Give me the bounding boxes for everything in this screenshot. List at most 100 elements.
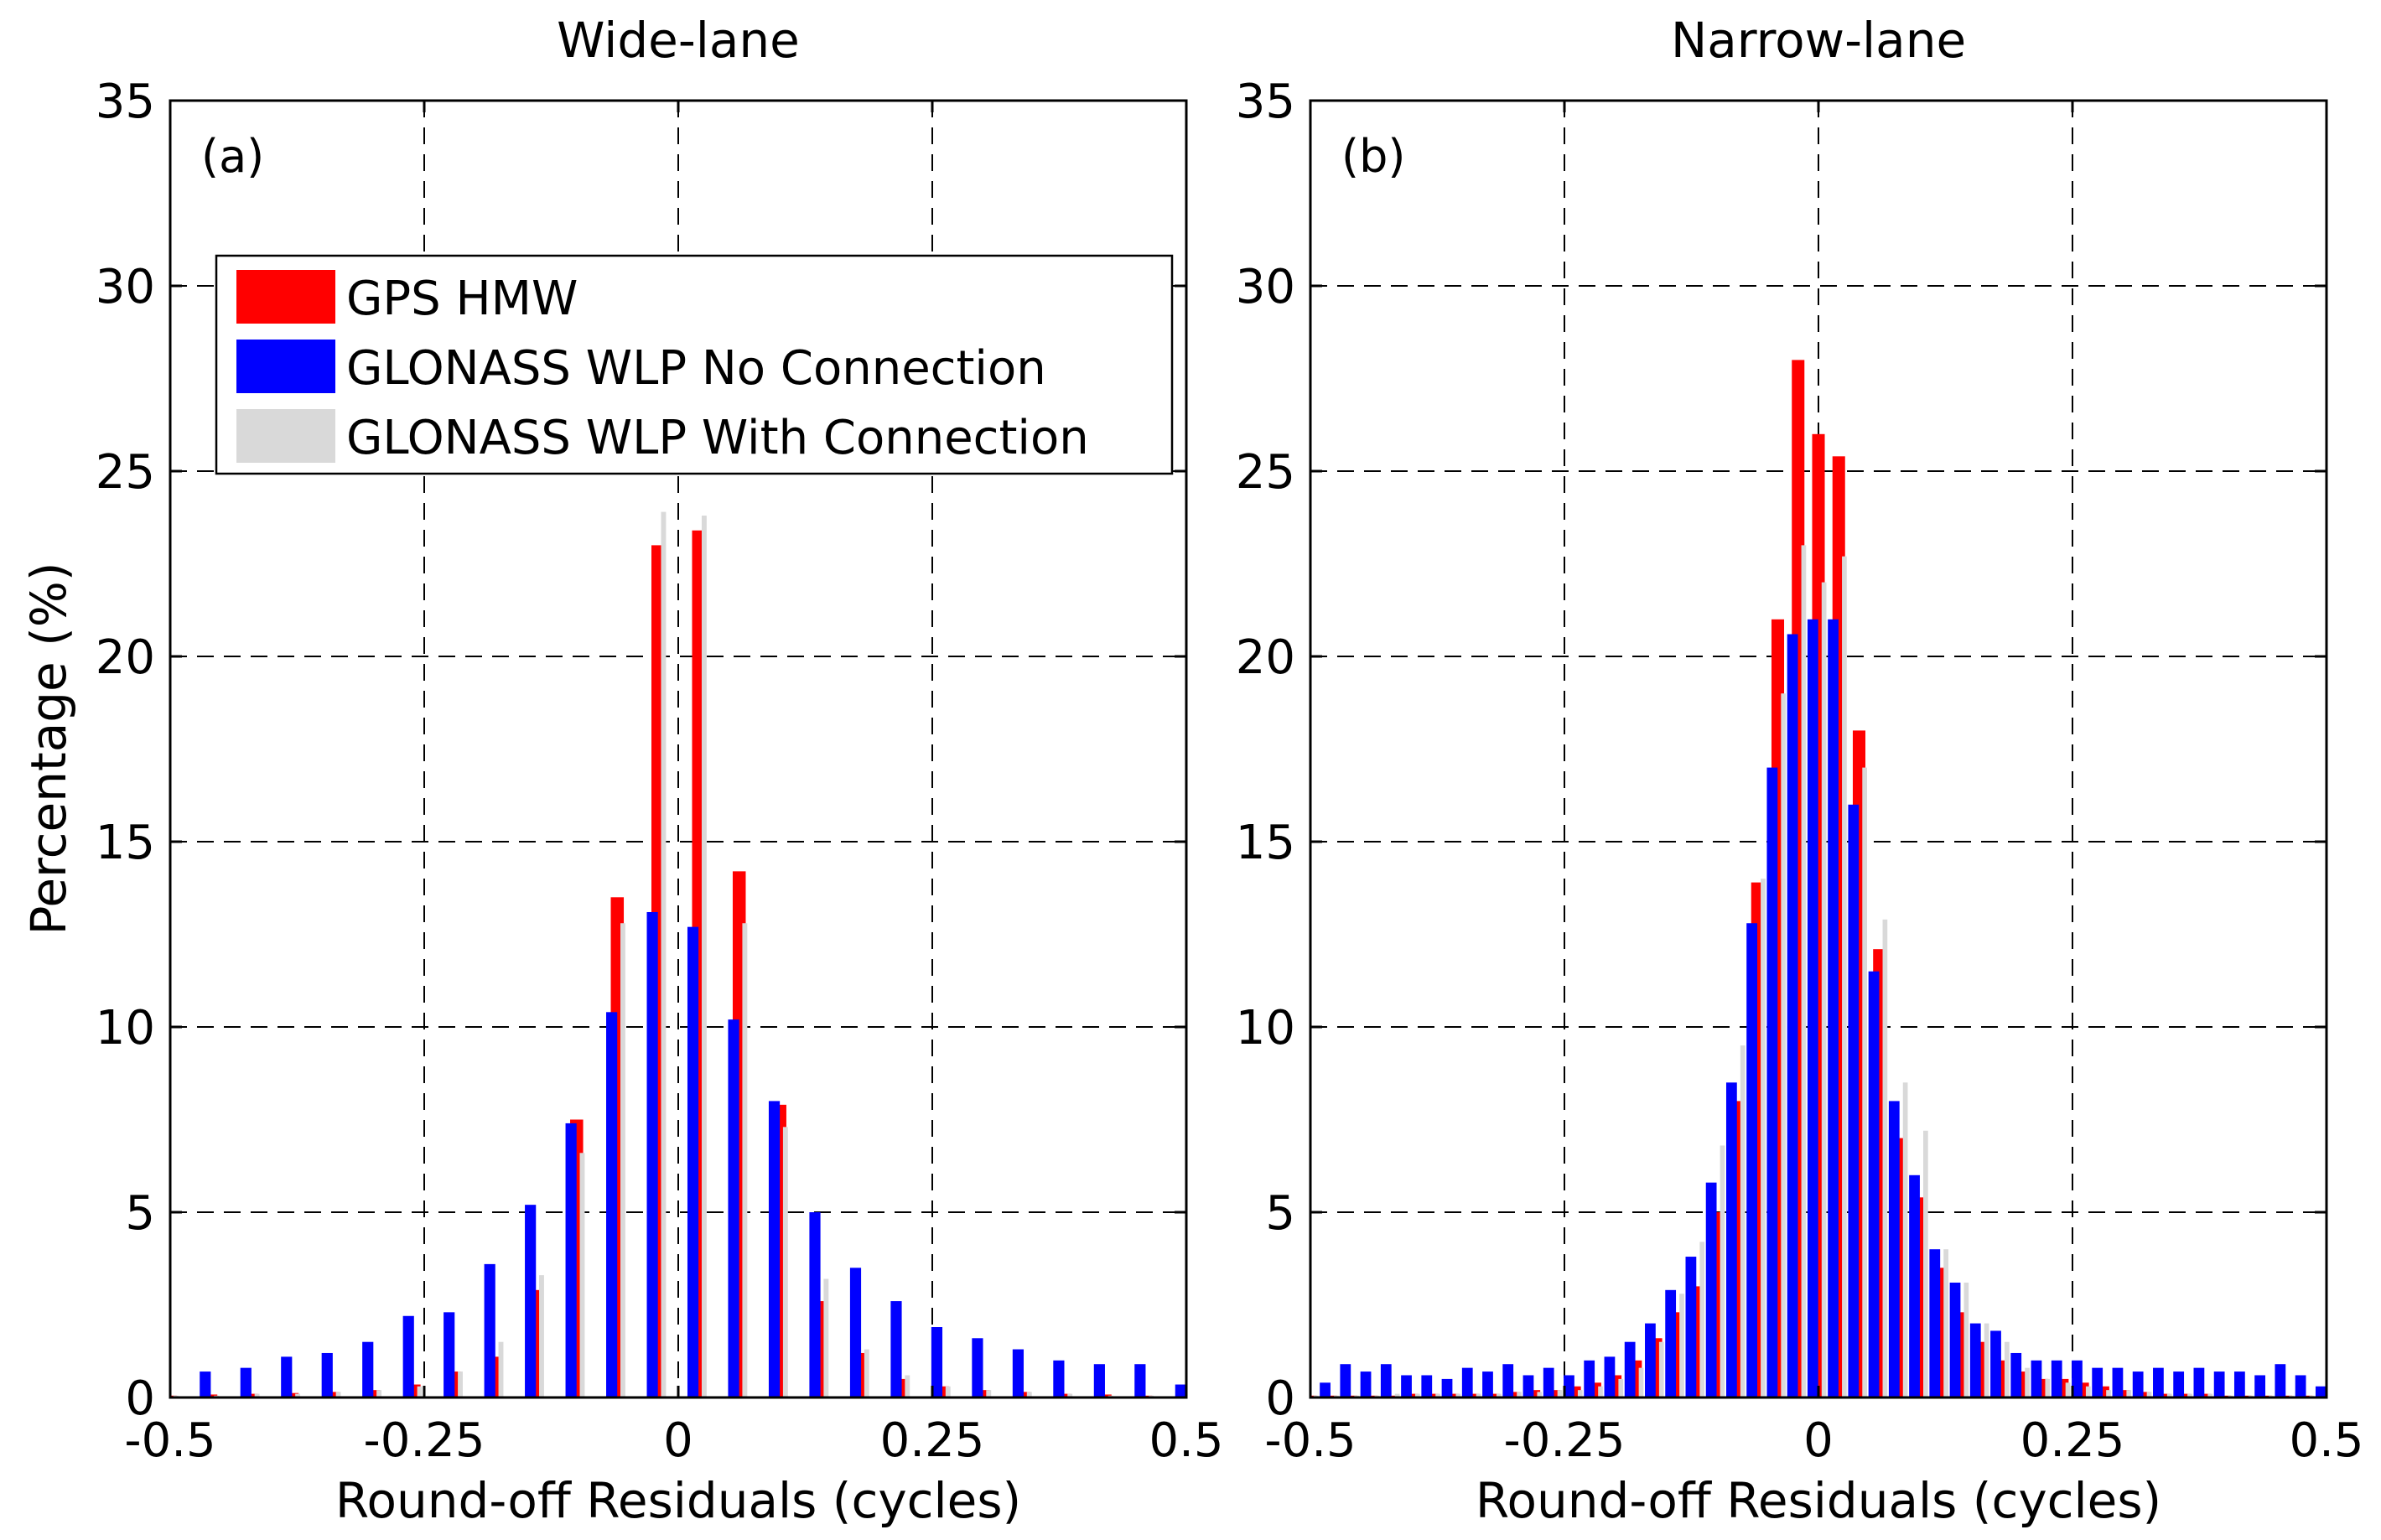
- legend-swatch-glonass-no-connection: [236, 340, 335, 393]
- bar: [1517, 1392, 1522, 1397]
- bar: [2085, 1386, 2091, 1397]
- y-axis-label: Percentage (%): [20, 562, 77, 935]
- bar: [498, 1341, 504, 1397]
- bar: [326, 1392, 340, 1397]
- bars-wide-lane: [170, 511, 1186, 1397]
- bar: [2157, 1393, 2171, 1397]
- x-tick-label: -0.5: [1264, 1413, 1356, 1468]
- panel-narrow-lane: 0 5 10 15 20 25 30 35 -0.5 -0.25 0 0.25 0.5 Narrow-…: [1236, 12, 2364, 1529]
- bar: [1848, 804, 1860, 1397]
- bar: [1548, 1390, 1561, 1397]
- x-tick-label: -0.25: [364, 1413, 485, 1468]
- bar: [1949, 1282, 1961, 1397]
- bar: [1415, 1393, 1420, 1397]
- bar: [2233, 1371, 2245, 1397]
- legend: GPS HMW GLONASS WLP No Connection GLONAS…: [215, 254, 1174, 475]
- bar: [458, 1371, 463, 1397]
- bar: [1577, 1390, 1583, 1397]
- bar: [1624, 1341, 1636, 1397]
- bar: [1543, 1367, 1554, 1397]
- x-tick-label: 0.5: [1149, 1413, 1223, 1468]
- bar: [1705, 1182, 1717, 1397]
- bar: [1969, 1323, 1981, 1397]
- bar: [1461, 1367, 1473, 1397]
- panel-wide-lane: 0 5 10 15 20 25 30 35 -0.5 -0.25 0 0.25 0.5 Wide-la…: [96, 12, 1224, 1529]
- bar: [1645, 1323, 1656, 1397]
- bar: [1923, 1130, 1928, 1397]
- bar: [1618, 1378, 1624, 1397]
- bar: [1888, 1101, 1900, 1397]
- bar: [1781, 693, 1787, 1397]
- bar: [2132, 1371, 2144, 1397]
- x-tick-label: 0.25: [880, 1413, 985, 1468]
- bar: [2177, 1393, 2191, 1397]
- y-tick-labels: 0 5 10 15 20 25 30 35: [96, 75, 155, 1426]
- bar: [2295, 1375, 2306, 1397]
- bar: [1175, 1384, 1186, 1397]
- bar: [1067, 1393, 1073, 1397]
- bar: [742, 923, 748, 1397]
- bar: [768, 1101, 781, 1397]
- y-tick-label: 35: [1236, 75, 1295, 129]
- bar: [2025, 1367, 2030, 1397]
- bar: [1360, 1371, 1372, 1397]
- bar: [646, 911, 658, 1397]
- legend-swatch-gps-hmw: [236, 270, 335, 324]
- bar: [2126, 1390, 2132, 1397]
- bar: [2198, 1393, 2212, 1397]
- bar: [2153, 1367, 2164, 1397]
- bar: [864, 1349, 869, 1397]
- bar: [2031, 1360, 2042, 1397]
- panel-title: Narrow-lane: [1671, 12, 1966, 69]
- bar: [1761, 879, 1766, 1397]
- bar: [1929, 1249, 1941, 1397]
- bar: [2193, 1367, 2205, 1397]
- legend-label-gps-hmw: GPS HMW: [346, 272, 578, 326]
- y-tick-label: 25: [96, 445, 155, 500]
- y-tick-label: 15: [1236, 816, 1295, 870]
- bar: [1053, 1360, 1065, 1397]
- bar: [1435, 1393, 1440, 1397]
- bar: [890, 1301, 902, 1397]
- bar: [2106, 1390, 2111, 1397]
- bar: [1766, 767, 1778, 1397]
- bar: [849, 1268, 862, 1397]
- bar: [1017, 1392, 1030, 1397]
- panel-title: Wide-lane: [557, 12, 800, 69]
- bar: [2112, 1367, 2124, 1397]
- bar: [200, 1371, 211, 1397]
- x-tick-label: 0.25: [2020, 1413, 2125, 1468]
- bar: [1725, 1082, 1737, 1397]
- bar: [444, 1312, 455, 1397]
- bar: [1984, 1323, 1989, 1397]
- y-tick-label: 5: [1265, 1186, 1295, 1241]
- bar: [1909, 1174, 1920, 1397]
- bar: [1026, 1392, 1032, 1397]
- bar: [2254, 1375, 2266, 1397]
- bar: [2173, 1371, 2185, 1397]
- legend-box: [215, 254, 1174, 475]
- bar: [1134, 1364, 1146, 1397]
- bar: [1098, 1394, 1112, 1397]
- legend-label-glonass-with-connection: GLONASS WLP With Connection: [346, 411, 1089, 465]
- panel-label: (a): [201, 130, 264, 183]
- bar: [1679, 1294, 1684, 1397]
- bar: [1425, 1393, 1439, 1397]
- bar: [1537, 1392, 1543, 1397]
- legend-swatch-glonass-with-connection: [236, 409, 335, 463]
- y-tick-label: 20: [1236, 630, 1295, 685]
- y-tick-label: 15: [96, 816, 155, 870]
- bar: [1665, 1289, 1677, 1397]
- x-tick-label: 0: [663, 1413, 693, 1468]
- y-tick-label: 35: [96, 75, 155, 129]
- bar: [1598, 1386, 1603, 1397]
- bar: [417, 1386, 423, 1397]
- bar: [1502, 1364, 1514, 1397]
- bar: [1320, 1382, 1331, 1397]
- bar: [1522, 1375, 1534, 1397]
- bar: [1401, 1375, 1412, 1397]
- y-tick-label: 0: [1265, 1371, 1295, 1426]
- x-tick-labels: -0.5 -0.25 0 0.25 0.5: [124, 1413, 1223, 1468]
- bar: [782, 1127, 788, 1397]
- y-tick-label: 30: [96, 260, 155, 314]
